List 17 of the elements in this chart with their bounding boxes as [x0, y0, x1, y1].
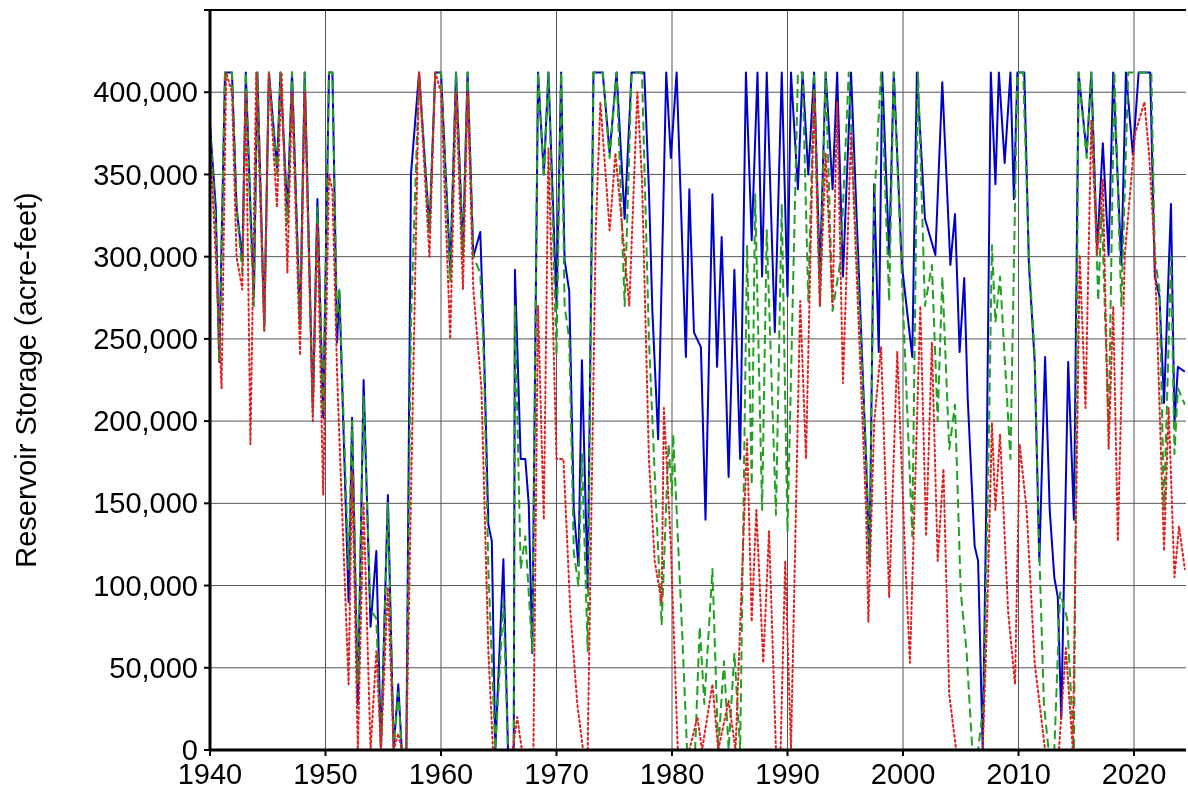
- y-tick-label: 250,000: [93, 323, 198, 356]
- x-tick-label: 1980: [639, 758, 705, 790]
- x-tick-label: 2020: [1101, 758, 1167, 790]
- y-tick-label: 200,000: [93, 405, 198, 438]
- x-tick-label: 2000: [870, 758, 936, 790]
- y-tick-label: 50,000: [109, 651, 198, 684]
- x-tick-label: 1950: [293, 758, 358, 790]
- y-tick-label: 400,000: [93, 76, 198, 109]
- y-tick-label: 100,000: [93, 569, 198, 602]
- x-tick-label: 2010: [986, 758, 1051, 790]
- y-tick-label: 300,000: [93, 240, 198, 273]
- y-tick-label: 150,000: [93, 487, 198, 520]
- y-axis-title: Reservoir Storage (acre-feet): [10, 192, 42, 568]
- x-tick-label: 1970: [524, 758, 589, 790]
- x-tick-label: 1960: [408, 758, 474, 790]
- x-tick-label: 1990: [755, 758, 820, 790]
- y-tick-label: 350,000: [93, 158, 198, 191]
